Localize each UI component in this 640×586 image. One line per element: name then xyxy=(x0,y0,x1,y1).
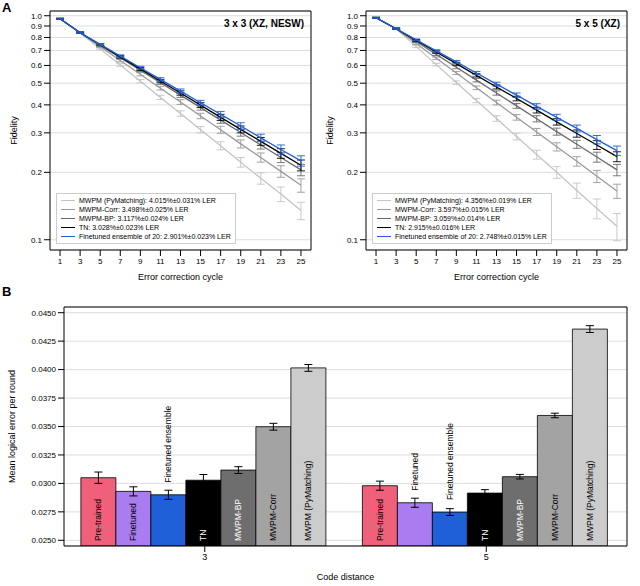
svg-text:0.0275: 0.0275 xyxy=(32,508,57,517)
svg-text:19: 19 xyxy=(236,257,245,266)
svg-text:11: 11 xyxy=(156,257,165,266)
svg-text:0.7: 0.7 xyxy=(31,46,43,55)
svg-text:Error correction cycle: Error correction cycle xyxy=(454,272,539,282)
svg-text:0.3: 0.3 xyxy=(31,129,43,138)
svg-text:21: 21 xyxy=(256,257,265,266)
svg-text:15: 15 xyxy=(196,257,205,266)
svg-text:Finetuned ensemble: Finetuned ensemble xyxy=(163,405,173,482)
html-text:Finetuned ensemble of 20: 2.74: Finetuned ensemble of 20: 2.748%±0.015% … xyxy=(395,233,547,240)
svg-text:MWPM-BP: MWPM-BP xyxy=(233,499,243,541)
svg-text:13: 13 xyxy=(492,257,501,266)
svg-text:Fidelity: Fidelity xyxy=(9,116,19,145)
svg-text:23: 23 xyxy=(276,257,285,266)
svg-text:3: 3 xyxy=(78,257,83,266)
svg-text:0.2: 0.2 xyxy=(31,168,43,177)
svg-text:21: 21 xyxy=(572,257,581,266)
svg-text:MWPM-Corr: MWPM-Corr xyxy=(268,494,278,541)
svg-text:0.8: 0.8 xyxy=(31,33,43,42)
html-text:3 x 3 (XZ, NESW): 3 x 3 (XZ, NESW) xyxy=(224,18,304,29)
html-text:MWPM (PyMatching): 4.356%±0.01: MWPM (PyMatching): 4.356%±0.019% LER xyxy=(395,197,532,204)
svg-text:0.3: 0.3 xyxy=(347,129,359,138)
html-text:TN: 3.028%±0.023% LER: TN: 3.028%±0.023% LER xyxy=(79,224,160,231)
svg-text:MWPM (PyMatching): MWPM (PyMatching) xyxy=(303,461,313,541)
svg-text:Code distance: Code distance xyxy=(317,572,375,582)
svg-text:1.0: 1.0 xyxy=(31,12,43,21)
svg-text:Fidelity: Fidelity xyxy=(325,116,335,145)
svg-text:0.7: 0.7 xyxy=(347,46,359,55)
svg-text:23: 23 xyxy=(592,257,601,266)
svg-text:0.5: 0.5 xyxy=(31,79,43,88)
svg-text:Error correction cycle: Error correction cycle xyxy=(138,272,223,282)
html-text:B: B xyxy=(2,284,12,299)
svg-text:25: 25 xyxy=(297,257,306,266)
svg-text:3: 3 xyxy=(394,257,399,266)
svg-text:MWPM-BP: MWPM-BP xyxy=(515,499,525,541)
html-text:5 x 5 (XZ): 5 x 5 (XZ) xyxy=(575,18,620,29)
html-text:A: A xyxy=(2,0,12,15)
svg-text:TN: TN xyxy=(480,530,490,541)
svg-text:19: 19 xyxy=(552,257,561,266)
html-text:MWPM (PyMatching): 4.015%±0.03: MWPM (PyMatching): 4.015%±0.031% LER xyxy=(79,197,216,204)
svg-text:0.8: 0.8 xyxy=(347,33,359,42)
svg-text:7: 7 xyxy=(118,257,123,266)
svg-text:7: 7 xyxy=(434,257,439,266)
svg-text:11: 11 xyxy=(472,257,481,266)
html-text:Finetuned ensemble of 20: 2.90: Finetuned ensemble of 20: 2.901%±0.023% … xyxy=(79,233,231,240)
svg-text:0.0325: 0.0325 xyxy=(32,451,57,460)
svg-text:0.9: 0.9 xyxy=(31,22,43,31)
svg-text:Finetuned: Finetuned xyxy=(128,503,138,541)
svg-text:Finetuned: Finetuned xyxy=(410,453,420,491)
svg-text:5: 5 xyxy=(414,257,419,266)
html-text:TN: 2.915%±0.016% LER: TN: 2.915%±0.016% LER xyxy=(395,224,476,231)
svg-text:MWPM (PyMatching): MWPM (PyMatching) xyxy=(585,461,595,541)
svg-text:0.6: 0.6 xyxy=(31,61,43,70)
svg-text:17: 17 xyxy=(216,257,225,266)
svg-text:0.9: 0.9 xyxy=(347,22,359,31)
svg-text:0.2: 0.2 xyxy=(347,168,359,177)
svg-text:0.0400: 0.0400 xyxy=(32,365,57,374)
svg-text:0.4: 0.4 xyxy=(347,101,359,110)
svg-text:TN: TN xyxy=(198,530,208,541)
html-text:MWPM-BP: 3.117%±0.024% LER: MWPM-BP: 3.117%±0.024% LER xyxy=(79,215,184,222)
html-text:MWPM-BP: 3.059%±0.014% LER: MWPM-BP: 3.059%±0.014% LER xyxy=(395,215,501,222)
svg-text:1: 1 xyxy=(374,257,379,266)
svg-text:9: 9 xyxy=(138,257,143,266)
svg-text:0.5: 0.5 xyxy=(347,79,359,88)
svg-text:0.1: 0.1 xyxy=(31,236,43,245)
svg-text:Finetuned ensemble: Finetuned ensemble xyxy=(445,423,455,500)
svg-text:5: 5 xyxy=(484,552,489,562)
svg-text:25: 25 xyxy=(613,257,622,266)
svg-text:0.0450: 0.0450 xyxy=(32,309,57,318)
svg-text:0.4: 0.4 xyxy=(31,101,43,110)
svg-text:0.0350: 0.0350 xyxy=(32,422,57,431)
html-text:MWPM-Corr: 3.498%±0.025% LER: MWPM-Corr: 3.498%±0.025% LER xyxy=(79,206,189,213)
svg-text:17: 17 xyxy=(532,257,541,266)
svg-text:Pre-trained: Pre-trained xyxy=(375,499,385,541)
svg-text:5: 5 xyxy=(98,257,103,266)
svg-text:1.0: 1.0 xyxy=(347,12,359,21)
svg-text:Mean logical error per round: Mean logical error per round xyxy=(8,370,17,483)
svg-text:MWPM-Corr: MWPM-Corr xyxy=(550,494,560,541)
svg-text:0.6: 0.6 xyxy=(347,61,359,70)
svg-text:0.1: 0.1 xyxy=(347,236,359,245)
html-text:MWPM-Corr: 3.597%±0.015% LER: MWPM-Corr: 3.597%±0.015% LER xyxy=(395,206,505,213)
svg-text:15: 15 xyxy=(512,257,521,266)
svg-text:1: 1 xyxy=(58,257,63,266)
svg-text:0.0375: 0.0375 xyxy=(32,394,57,403)
svg-text:0.0250: 0.0250 xyxy=(32,536,57,545)
svg-text:0.0300: 0.0300 xyxy=(32,479,57,488)
svg-text:3: 3 xyxy=(202,552,207,562)
svg-text:0.0425: 0.0425 xyxy=(32,337,57,346)
svg-text:Pre-trained: Pre-trained xyxy=(93,499,103,541)
svg-text:13: 13 xyxy=(176,257,185,266)
svg-text:9: 9 xyxy=(454,257,459,266)
